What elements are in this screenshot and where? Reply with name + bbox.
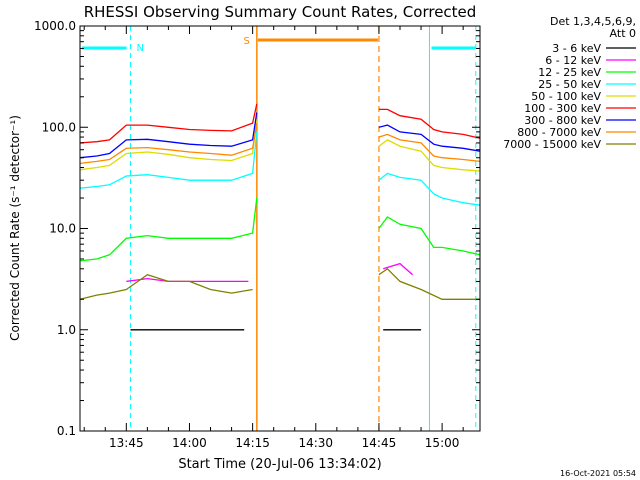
series-line-7 <box>79 122 258 165</box>
x-tick-label: 14:30 <box>298 436 333 450</box>
footer-date: 16-Oct-2021 05:54 <box>560 469 636 478</box>
x-tick-label: 15:00 <box>425 436 460 450</box>
legend-label: 800 - 7000 keV <box>517 126 601 139</box>
y-tick-label: 1.0 <box>57 323 76 337</box>
y-tick-label: 0.1 <box>57 424 76 438</box>
series-line-4 <box>378 139 481 172</box>
plot-area: N S 0.1 1.0 10.0 100.0 1000.0 13:45 14:00 14:15 14… <box>34 19 636 450</box>
legend-label: 12 - 25 keV <box>538 66 601 79</box>
x-tick-label: 14:15 <box>235 436 270 450</box>
legend-label: 6 - 12 keV <box>545 54 601 67</box>
series-line-2 <box>79 197 258 262</box>
series-line-6 <box>79 112 258 159</box>
legend-label: 3 - 6 keV <box>552 42 601 55</box>
saa-marker-label: S <box>243 36 249 47</box>
series-line-7 <box>378 133 481 163</box>
series-line-3 <box>378 172 481 206</box>
series-line-8 <box>79 273 253 300</box>
legend-label: 7000 - 15000 keV <box>503 138 601 151</box>
x-tick-label: 14:00 <box>172 436 207 450</box>
series-line-4 <box>79 119 258 171</box>
x-tick-label: 14:45 <box>362 436 397 450</box>
legend-label: 25 - 50 keV <box>538 78 601 91</box>
series-line-1 <box>383 262 414 276</box>
series-line-3 <box>79 131 258 189</box>
legend-label: 100 - 300 keV <box>524 102 601 115</box>
y-tick-label: 100.0 <box>42 120 76 134</box>
night-marker-label: N <box>137 43 144 54</box>
x-tick-label: 13:45 <box>109 436 144 450</box>
y-tick-label: 1000.0 <box>34 19 76 33</box>
series-line-6 <box>378 124 481 152</box>
series-line-5 <box>378 108 481 139</box>
series-line-5 <box>79 103 258 144</box>
legend-header-attenuator: Att 0 <box>610 27 636 40</box>
series-line-2 <box>378 216 481 256</box>
legend-label: 50 - 100 keV <box>531 90 601 103</box>
y-axis-label: Corrected Count Rate (s⁻¹ detector⁻¹) <box>8 115 22 341</box>
legend-header-detectors: Det 1,3,4,5,6,9, <box>550 15 636 28</box>
x-axis-label: Start Time (20-Jul-06 13:34:02) <box>178 457 381 472</box>
y-tick-label: 10.0 <box>49 222 76 236</box>
chart-title: RHESSI Observing Summary Count Rates, Co… <box>84 3 477 21</box>
legend-label: 300 - 800 keV <box>524 114 601 127</box>
series-line-8 <box>378 267 480 300</box>
